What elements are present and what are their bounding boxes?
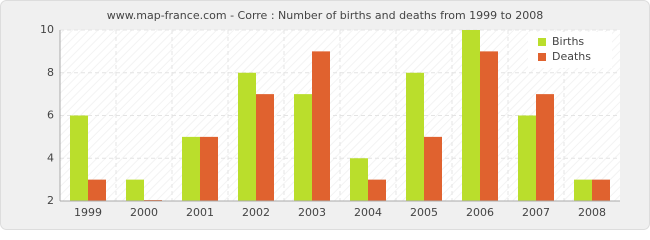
bar (536, 94, 554, 201)
x-tick-label: 2006 (466, 206, 494, 219)
bar (294, 94, 312, 201)
bar (350, 158, 368, 201)
legend-label: Births (552, 35, 584, 48)
x-tick-label: 2001 (186, 206, 214, 219)
x-tick-label: 2003 (298, 206, 326, 219)
bar (238, 72, 256, 201)
chart-title: www.map-france.com - Corre : Number of b… (107, 9, 543, 22)
bar (368, 179, 386, 201)
legend-label: Deaths (552, 50, 591, 63)
bar (406, 72, 424, 201)
x-tick-label: 2000 (130, 206, 158, 219)
y-tick-label: 10 (40, 23, 54, 36)
bar (312, 51, 330, 201)
legend-swatch (538, 53, 546, 61)
bar (518, 115, 536, 201)
x-tick-label: 2007 (522, 206, 550, 219)
y-tick-label: 4 (47, 151, 54, 164)
bar (256, 94, 274, 201)
bar (182, 136, 200, 201)
bar (592, 179, 610, 201)
x-tick-label: 2002 (242, 206, 270, 219)
x-tick-label: 1999 (74, 206, 102, 219)
bar (126, 179, 144, 201)
bar (462, 30, 480, 201)
chart: www.map-france.com - Corre : Number of b… (0, 0, 650, 230)
bar (200, 136, 218, 201)
y-tick-label: 2 (47, 194, 54, 207)
bar (574, 179, 592, 201)
bar (88, 179, 106, 201)
y-tick-label: 8 (47, 66, 54, 79)
legend-swatch (538, 38, 546, 46)
bar (480, 51, 498, 201)
x-tick-label: 2004 (354, 206, 382, 219)
bar (70, 115, 88, 201)
x-tick-label: 2008 (578, 206, 606, 219)
y-tick-label: 6 (47, 109, 54, 122)
x-tick-label: 2005 (410, 206, 438, 219)
bar (424, 136, 442, 201)
